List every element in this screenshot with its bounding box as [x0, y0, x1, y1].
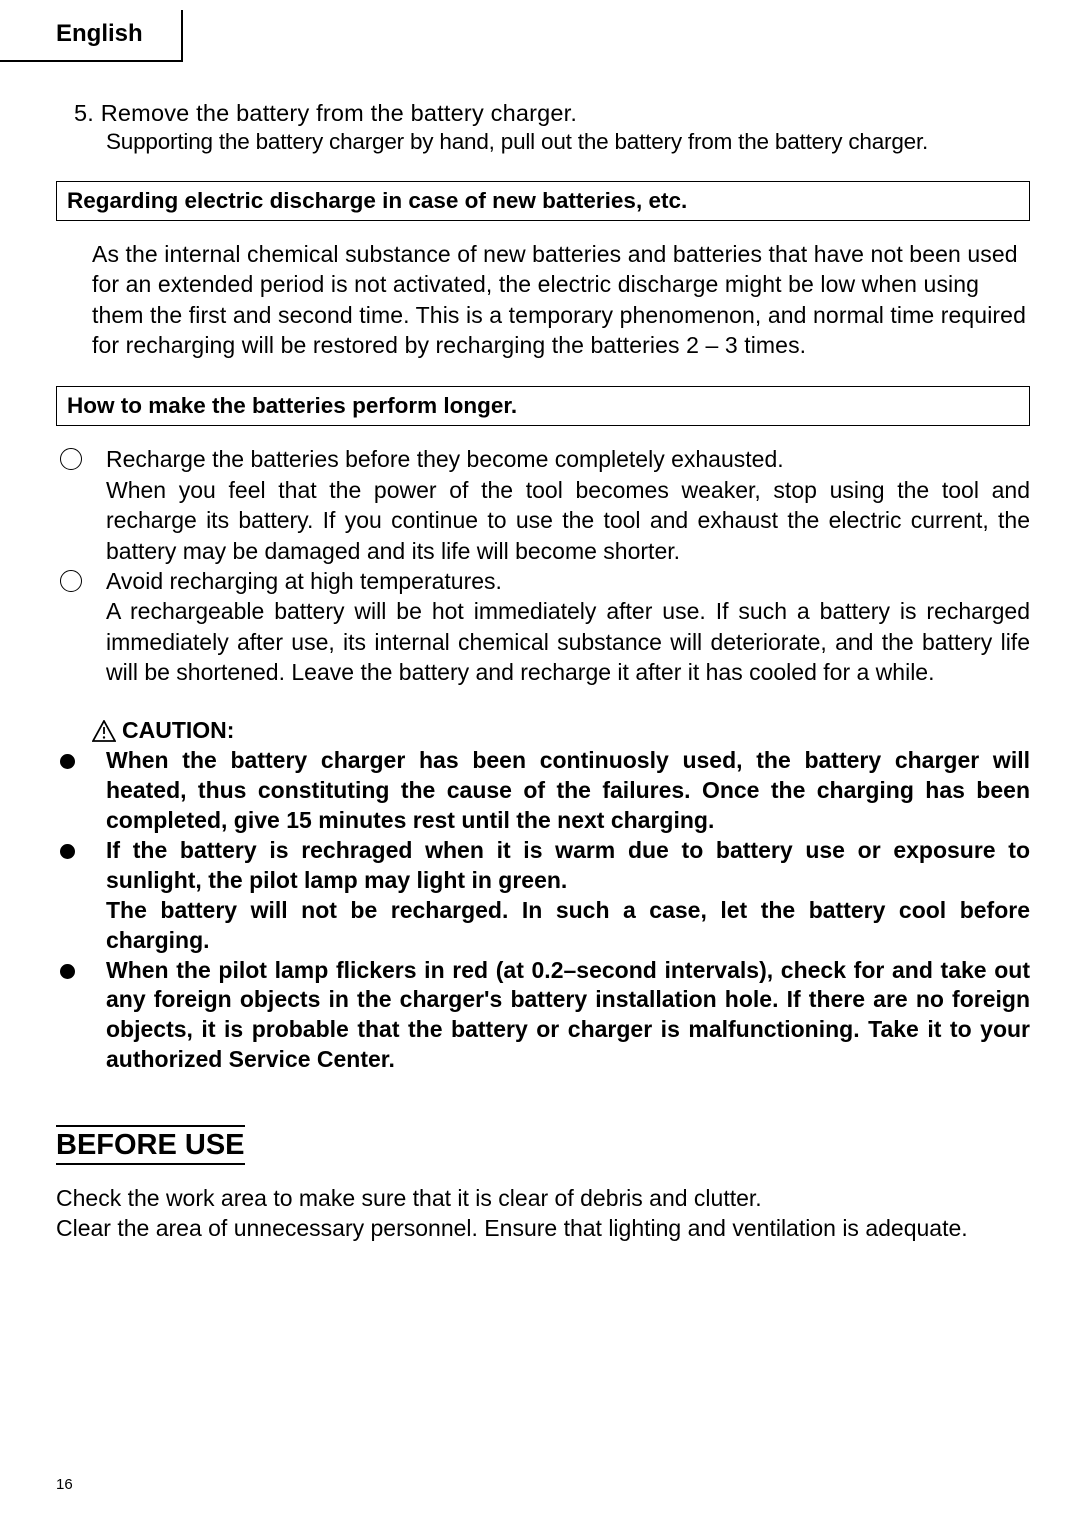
bullet-list: When the battery charger has been contin… — [56, 746, 1030, 1075]
list-item-text: Recharge the batteries before they becom… — [106, 446, 1030, 563]
box-longer-heading: How to make the batteries perform longer… — [56, 386, 1030, 426]
list-item-text: When the pilot lamp flickers in red (at … — [106, 957, 1030, 1073]
list-item: When the battery charger has been contin… — [56, 746, 1030, 836]
circle-list: Recharge the batteries before they becom… — [56, 444, 1030, 687]
list-item: If the battery is rechraged when it is w… — [56, 836, 1030, 956]
discharge-paragraph: As the internal chemical substance of ne… — [92, 239, 1030, 360]
before-use-heading: BEFORE USE — [56, 1125, 245, 1165]
list-item-text: If the battery is rechraged when it is w… — [106, 837, 1030, 953]
caution-label: CAUTION: — [122, 717, 234, 744]
step-5-body: Supporting the battery charger by hand, … — [106, 129, 1030, 155]
list-item: Recharge the batteries before they becom… — [56, 444, 1030, 565]
list-item-text: When the battery charger has been contin… — [106, 747, 1030, 833]
language-label: English — [56, 20, 143, 47]
box-discharge-heading: Regarding electric discharge in case of … — [56, 181, 1030, 221]
list-item: When the pilot lamp flickers in red (at … — [56, 956, 1030, 1076]
page-number: 16 — [56, 1476, 73, 1493]
step-5-title: 5. Remove the battery from the battery c… — [74, 100, 1030, 127]
warning-triangle-icon — [92, 720, 116, 742]
language-header: English — [0, 10, 183, 62]
list-item: Avoid recharging at high temperatures.A … — [56, 566, 1030, 687]
list-item-text: Avoid recharging at high temperatures.A … — [106, 568, 1030, 685]
step-5: 5. Remove the battery from the battery c… — [74, 100, 1030, 155]
before-use-body: Check the work area to make sure that it… — [56, 1183, 1030, 1244]
caution-heading: CAUTION: — [92, 717, 1030, 744]
